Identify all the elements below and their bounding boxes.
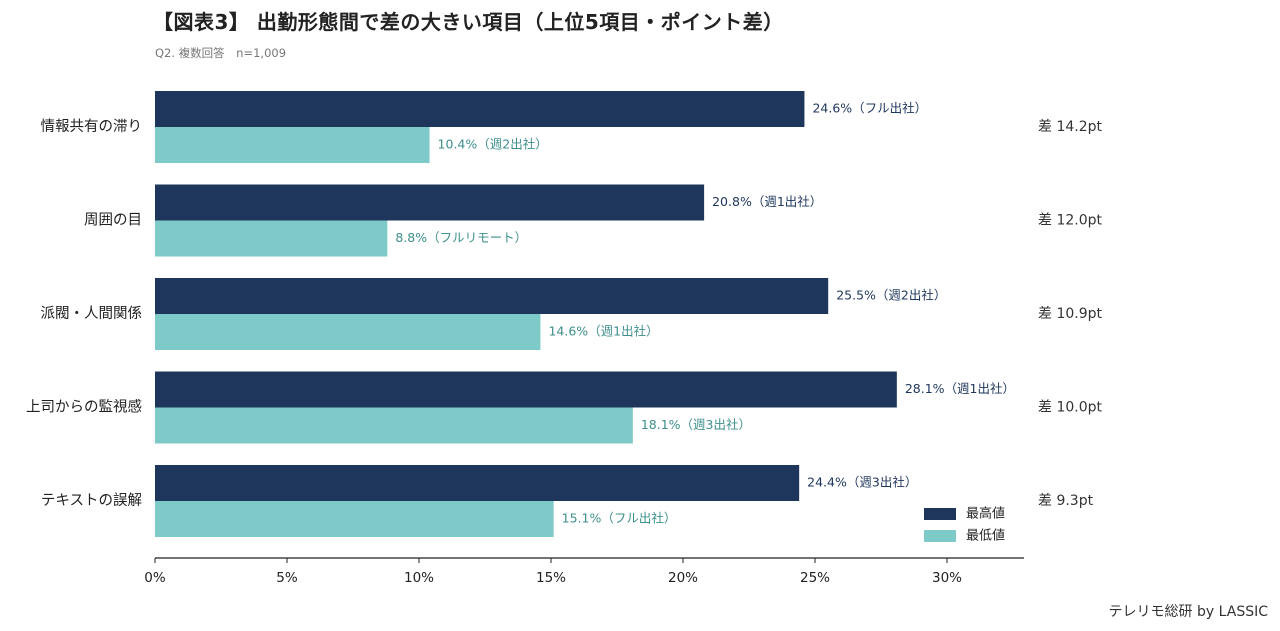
bar-high-label: 28.1%（週1出社） <box>905 381 1015 396</box>
bar-high <box>155 91 805 127</box>
category-label: テキストの誤解 <box>41 492 142 509</box>
bar-low-label: 8.8%（フルリモート） <box>395 230 527 245</box>
bar-high-label: 25.5%（週2出社） <box>836 288 946 303</box>
category-label: 情報共有の滞り <box>41 118 143 135</box>
difference-label: 差 10.9pt <box>1038 306 1103 322</box>
bar-low-label: 14.6%（週1出社） <box>548 324 658 339</box>
chart-title: 【図表3】 出勤形態間で差の大きい項目（上位5項目・ポイント差） <box>153 10 784 34</box>
difference-label: 差 10.0pt <box>1038 400 1103 416</box>
bar-high <box>155 371 897 408</box>
x-tick-label: 10% <box>404 570 434 586</box>
x-tick-label: 15% <box>536 570 566 586</box>
x-tick-label: 0% <box>144 570 166 586</box>
bar-high-label: 24.6%（フル出社） <box>812 101 927 116</box>
bar-high <box>155 278 829 314</box>
legend-swatch-high <box>924 508 956 520</box>
bar-low <box>155 220 388 257</box>
category-label: 派閥・人間関係 <box>41 305 143 322</box>
chart-subtitle: Q2. 複数回答 n=1,009 <box>155 46 287 60</box>
x-tick-label: 30% <box>932 570 962 586</box>
bar-high-label: 24.4%（週3出社） <box>807 475 917 490</box>
legend-label-low: 最低値 <box>966 528 1005 544</box>
bar-low <box>155 314 541 350</box>
legend-swatch-low <box>924 530 956 542</box>
x-tick-label: 20% <box>668 570 698 586</box>
difference-label: 差 12.0pt <box>1038 213 1103 229</box>
bar-low <box>155 407 633 444</box>
legend-label-high: 最高値 <box>966 506 1005 522</box>
category-label: 周囲の目 <box>84 213 142 229</box>
bar-high <box>155 184 705 221</box>
bar-high <box>155 465 800 501</box>
credit-text: テレリモ総研 by LASSIC <box>1108 604 1268 620</box>
bar-high-label: 20.8%（週1出社） <box>712 194 822 209</box>
x-tick-label: 5% <box>276 570 298 586</box>
bar-low <box>155 127 430 163</box>
category-label: 上司からの監視感 <box>26 399 142 416</box>
bar-low-label: 18.1%（週3出社） <box>641 417 751 432</box>
bar-low <box>155 501 554 537</box>
bar-low-label: 15.1%（フル出社） <box>562 511 677 526</box>
difference-label: 差 9.3pt <box>1038 493 1094 509</box>
x-tick-label: 25% <box>800 570 830 586</box>
bar-low-label: 10.4%（週2出社） <box>438 137 548 152</box>
difference-label: 差 14.2pt <box>1038 119 1103 135</box>
